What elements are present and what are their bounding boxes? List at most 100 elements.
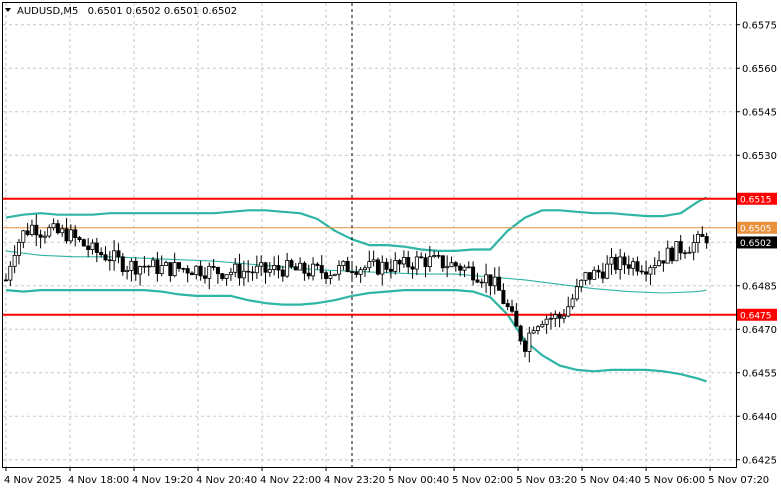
candle: [107, 250, 112, 271]
candle: [189, 271, 194, 276]
candle-body: [388, 268, 393, 272]
candle: [120, 253, 125, 276]
candle: [151, 256, 156, 268]
candle: [618, 248, 623, 280]
candle: [670, 246, 675, 265]
candle: [587, 272, 592, 285]
candle-body: [427, 256, 432, 268]
candle: [475, 272, 480, 284]
candle: [531, 326, 536, 334]
ohlc-values: 0.6501 0.6502 0.6501 0.6502: [88, 6, 238, 17]
candle: [298, 257, 303, 271]
candle-body: [670, 247, 675, 262]
candle-body: [4, 279, 9, 282]
candle-body: [341, 260, 346, 266]
price-level-badge: [737, 221, 777, 234]
price-level-badge: [737, 192, 777, 205]
y-tick-label: 0.6530: [742, 151, 777, 162]
candle: [349, 263, 354, 282]
candle-body: [626, 264, 631, 269]
candle-body: [553, 314, 558, 319]
candle: [436, 251, 441, 259]
candle: [224, 274, 229, 286]
candle-body: [583, 272, 588, 281]
candle-body: [289, 260, 294, 268]
candle: [665, 240, 670, 264]
candle-body: [129, 260, 134, 271]
candle: [553, 310, 558, 327]
candle-body: [458, 265, 463, 271]
candle: [600, 262, 605, 284]
candle-body: [237, 263, 242, 279]
candle: [605, 255, 610, 280]
symbol-label: AUDUSD,M5: [17, 6, 78, 17]
candle-body: [189, 272, 194, 276]
candle: [285, 252, 290, 278]
candle-body: [358, 269, 363, 275]
candle-body: [462, 266, 467, 271]
candle-body: [220, 273, 225, 279]
x-tick-label: 4 Nov 19:20: [132, 475, 193, 486]
candle: [146, 264, 151, 276]
candle-body: [34, 224, 39, 236]
candle: [635, 256, 640, 276]
candle-body: [224, 274, 229, 279]
candle-body: [263, 262, 268, 273]
candle-body: [94, 242, 99, 253]
candle: [384, 258, 389, 274]
candle-body: [557, 314, 562, 319]
candle: [497, 266, 502, 291]
candle-body: [319, 265, 324, 274]
candle: [86, 238, 91, 258]
candle: [176, 261, 181, 272]
time-axis[interactable]: 4 Nov 2025 4 Nov 18:00 4 Nov 19:20 4 Nov 20…: [4, 467, 769, 486]
candle-body: [151, 259, 156, 268]
candle: [488, 274, 493, 296]
candle-body: [497, 276, 502, 291]
candle: [527, 326, 532, 363]
candle-body: [241, 270, 246, 279]
candle-body: [185, 268, 190, 274]
candle-body: [285, 260, 290, 277]
candle-body: [146, 265, 151, 268]
candle: [644, 260, 649, 282]
candle-body: [280, 269, 285, 277]
candle-body: [696, 234, 701, 243]
candle-body: [81, 239, 86, 247]
candle: [185, 265, 190, 283]
candle: [319, 255, 324, 280]
candle-body: [527, 332, 532, 352]
candle: [397, 258, 402, 273]
y-tick-label: 0.6440: [742, 412, 777, 423]
candle-body: [324, 272, 329, 279]
candle-body: [648, 267, 653, 275]
candle: [81, 238, 86, 247]
candle-body: [267, 269, 272, 273]
candle: [99, 247, 104, 258]
candle-body: [561, 315, 566, 319]
candle: [341, 260, 346, 271]
candle-body: [492, 276, 497, 287]
chevron-down-icon[interactable]: [5, 8, 11, 12]
y-tick-label: 0.6575: [742, 20, 777, 31]
candle: [462, 264, 467, 278]
candle-body: [107, 259, 112, 262]
candle: [246, 260, 251, 283]
candle-body: [12, 254, 17, 267]
x-tick-label: 5 Nov 06:00: [644, 475, 705, 486]
candle: [38, 229, 43, 249]
candle-body: [181, 268, 186, 270]
candle-body: [246, 270, 251, 273]
candle: [228, 267, 233, 281]
candle-body: [535, 326, 540, 331]
candle: [267, 262, 272, 277]
candle-body: [678, 241, 683, 254]
candle: [51, 218, 56, 231]
candle-body: [432, 255, 437, 258]
candle: [570, 293, 575, 310]
candle: [518, 324, 523, 345]
candle: [419, 252, 424, 259]
candle: [12, 245, 17, 274]
candle: [683, 249, 688, 259]
